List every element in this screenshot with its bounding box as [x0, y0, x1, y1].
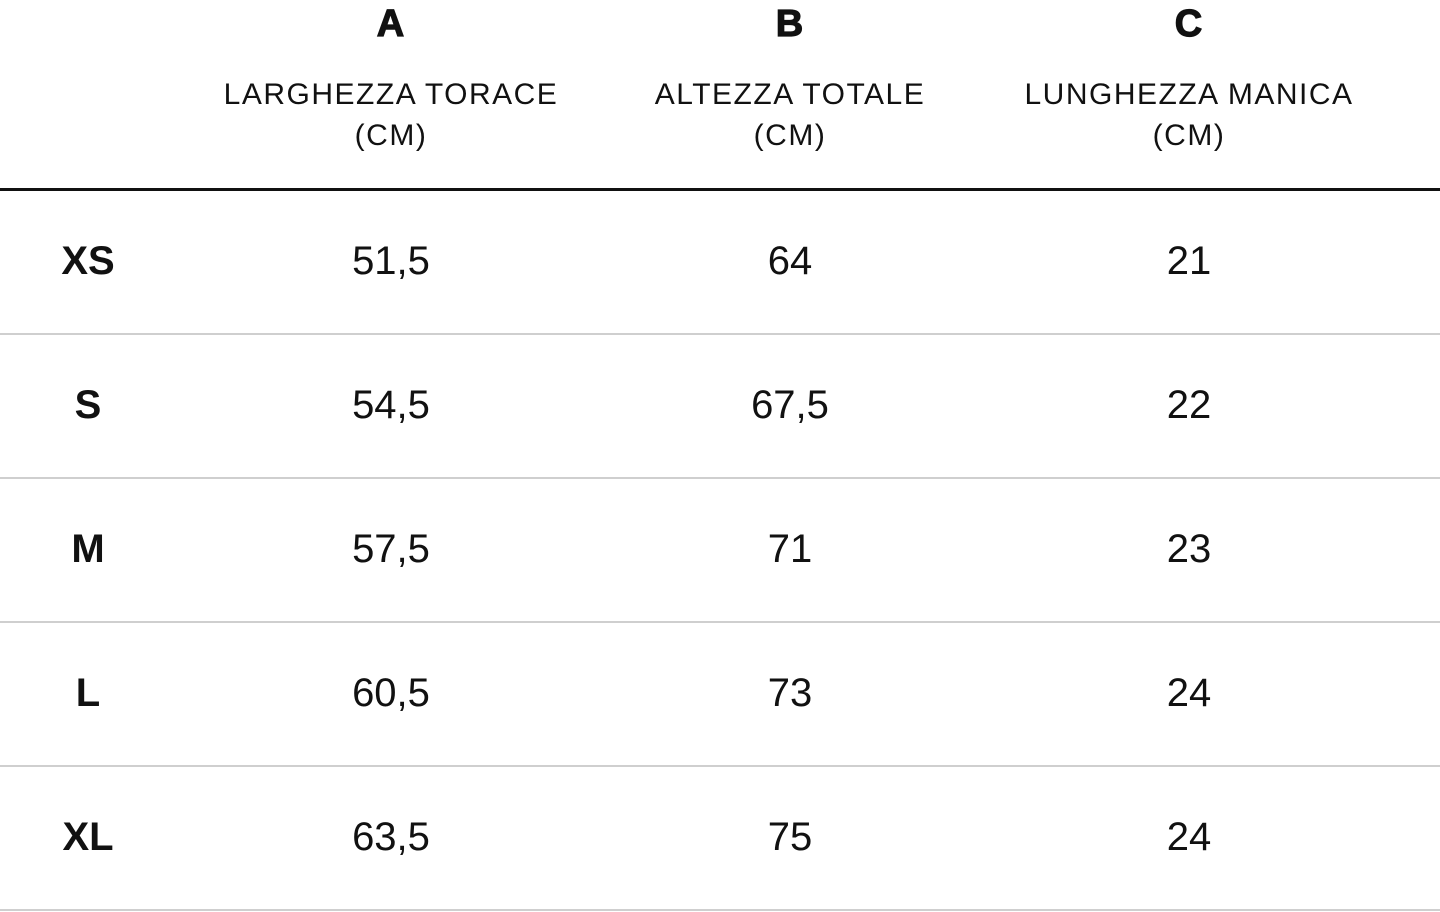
size-label: XS [61, 239, 115, 283]
total-height-value: 64 [767, 239, 813, 283]
total-height-value: 73 [767, 671, 813, 715]
column-title-c-unit: (CM) [1152, 119, 1226, 152]
column-title-a: LARGHEZZA TORACE (CM) [181, 74, 601, 156]
total-height-value: 71 [767, 527, 813, 571]
column-letter-b: B [775, 2, 805, 45]
chest-width-value: 63,5 [352, 815, 430, 859]
sleeve-length-value: 23 [1166, 527, 1212, 571]
row-divider [0, 477, 1440, 479]
column-letter-c: C [1174, 2, 1204, 45]
chest-width-value: 51,5 [352, 239, 430, 283]
row-divider [0, 621, 1440, 623]
table-row-l: L 60,5 73 24 [0, 623, 1440, 767]
table-header: A LARGHEZZA TORACE (CM) B ALTEZZA TOTALE… [0, 0, 1440, 188]
column-title-c-line1: LUNGHEZZA MANICA [1024, 78, 1354, 111]
chest-width-value: 54,5 [352, 383, 430, 427]
column-title-a-line1: LARGHEZZA TORACE [223, 78, 559, 111]
sleeve-length-value: 24 [1166, 815, 1212, 859]
header-divider [0, 188, 1440, 191]
table-row-s: S 54,5 67,5 22 [0, 335, 1440, 479]
row-divider [0, 909, 1440, 911]
sleeve-length-value: 21 [1166, 239, 1212, 283]
total-height-value: 67,5 [751, 383, 829, 427]
sleeve-length-value: 24 [1166, 671, 1212, 715]
sleeve-length-value: 22 [1166, 383, 1212, 427]
chest-width-value: 57,5 [352, 527, 430, 571]
size-label: L [75, 671, 101, 715]
row-divider [0, 333, 1440, 335]
row-divider [0, 765, 1440, 767]
column-title-a-unit: (CM) [354, 119, 428, 152]
table-row-xl: XL 63,5 75 24 [0, 767, 1440, 911]
size-label: M [71, 527, 105, 571]
column-letter-a: A [376, 2, 406, 45]
column-title-b: ALTEZZA TOTALE (CM) [580, 74, 1000, 156]
table-row-xs: XS 51,5 64 21 [0, 191, 1440, 335]
size-label: XL [62, 815, 114, 859]
column-title-c: LUNGHEZZA MANICA (CM) [979, 74, 1399, 156]
column-title-b-line1: ALTEZZA TOTALE [654, 78, 926, 111]
chest-width-value: 60,5 [352, 671, 430, 715]
total-height-value: 75 [767, 815, 813, 859]
size-label: S [74, 383, 102, 427]
column-title-b-unit: (CM) [753, 119, 827, 152]
table-row-m: M 57,5 71 23 [0, 479, 1440, 623]
